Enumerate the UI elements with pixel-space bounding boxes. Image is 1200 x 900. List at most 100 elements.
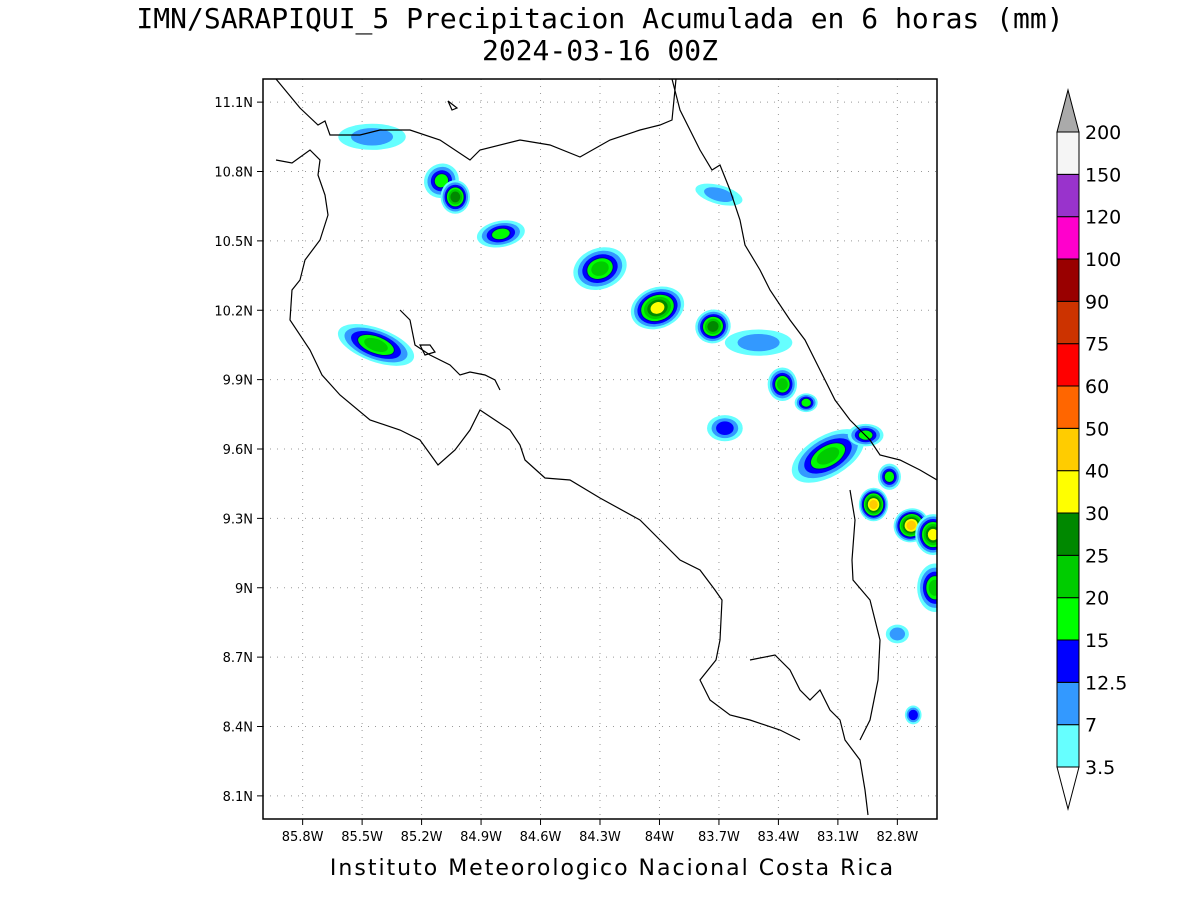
precip-cell — [858, 487, 889, 522]
precip-contour-25 — [707, 320, 719, 332]
precip-contour-25 — [450, 191, 461, 203]
precip-cell — [724, 329, 793, 356]
lon-tick-label: 85.2W — [401, 830, 443, 845]
lat-tick-label: 8.1N — [223, 790, 253, 805]
precip-contour-20 — [364, 337, 388, 353]
colorbar-swatch — [1056, 724, 1080, 768]
osa-peninsula — [749, 654, 869, 816]
precip-cell — [337, 324, 415, 366]
lon-tick-label: 82.8W — [876, 830, 918, 845]
colorbar-label: 12.5 — [1085, 672, 1127, 694]
precip-contour-30 — [927, 528, 937, 541]
colorbar-swatch — [1056, 258, 1080, 302]
precip-cell — [877, 463, 901, 490]
precip-contour-20 — [816, 447, 840, 465]
lon-tick-label: 85.5W — [341, 830, 383, 845]
colorbar-swatch — [1056, 131, 1080, 175]
precip-cell — [476, 220, 525, 248]
lat-tick-label: 10.8N — [214, 166, 253, 181]
precip-cell — [695, 183, 743, 206]
precip-cell — [915, 514, 937, 556]
colorbar-swatch — [1056, 343, 1080, 387]
lon-tick-label: 84W — [645, 830, 675, 845]
precip-cell — [791, 429, 865, 483]
precip-contour-12.5 — [908, 709, 918, 721]
precip-cell — [707, 415, 743, 442]
colorbar-legend: 3.5 7 12.5 15 20 25 30 40 50 60 75 90 100 120 150 200 — [1056, 88, 1127, 811]
colorbar-label: 40 — [1085, 461, 1109, 483]
pacific-coast-north — [275, 149, 801, 741]
precip-contour-7 — [889, 627, 906, 641]
lat-tick-label: 9.3N — [223, 512, 253, 527]
colorbar-label: 50 — [1085, 418, 1109, 440]
lat-tick-label: 11.1N — [214, 96, 253, 111]
colorbar-swatch — [1056, 216, 1080, 260]
colorbar-swatch — [1056, 512, 1080, 556]
precip-contour-15 — [491, 227, 511, 241]
colorbar-swatch — [1056, 470, 1080, 514]
colorbar-swatch — [1056, 300, 1080, 345]
precip-cell — [338, 123, 406, 150]
precip-cell — [904, 705, 922, 725]
colorbar-lower-arrow — [1056, 766, 1080, 811]
colorbar-label: 60 — [1085, 376, 1109, 398]
precip-contour-30 — [650, 302, 665, 314]
precip-cell — [695, 309, 731, 344]
colorbar-label: 3.5 — [1085, 757, 1115, 779]
precip-contour-7 — [350, 128, 394, 146]
precip-contour-12.5 — [716, 421, 734, 435]
lat-tick-label: 9N — [235, 582, 253, 597]
precip-cell — [630, 286, 685, 330]
latitude-axis: 11.1N 10.8N 10.5N 10.2N 9.9N 9.6N 9.3N 9N 8.7N 8.… — [214, 96, 263, 805]
colorbar-label: 200 — [1085, 122, 1121, 144]
colorbar-swatch — [1056, 173, 1080, 218]
caribbean-coast — [671, 79, 937, 481]
lat-tick-label: 8.4N — [223, 721, 253, 736]
precip-contour-20 — [776, 378, 788, 391]
lake-island — [447, 100, 459, 111]
precip-cell — [885, 624, 909, 644]
colorbar-upper-arrow — [1056, 88, 1080, 133]
colorbar-label: 150 — [1085, 164, 1121, 186]
precipitation-field — [337, 123, 937, 725]
precip-cell — [573, 247, 627, 291]
precip-contour-40 — [906, 520, 916, 530]
precip-contour-20 — [591, 261, 609, 276]
precip-contour-7 — [737, 333, 780, 352]
lon-tick-label: 83.7W — [698, 830, 740, 845]
colorbar-label: 120 — [1085, 207, 1121, 229]
colorbar-label: 100 — [1085, 249, 1121, 271]
lon-tick-label: 84.9W — [460, 830, 502, 845]
lat-tick-label: 10.5N — [214, 235, 253, 250]
chart-subtitle-datetime: 2024-03-16 00Z — [481, 34, 718, 67]
lon-tick-label: 84.3W — [579, 830, 621, 845]
lat-tick-label: 8.7N — [223, 651, 253, 666]
longitude-axis: 85.8W 85.5W 85.2W 84.9W 84.6W 84.3W 84W 83.7W 83… — [282, 819, 918, 845]
colorbar-swatch — [1056, 385, 1080, 429]
lon-tick-label: 83.4W — [758, 830, 800, 845]
precip-contour-40 — [869, 499, 878, 510]
precip-cell — [767, 367, 798, 402]
map-grid — [263, 79, 937, 819]
chart-title: IMN/SARAPIQUI_5 Precipitacion Acumulada … — [136, 2, 1064, 35]
lat-tick-label: 9.6N — [223, 443, 253, 458]
colorbar-swatch — [1056, 639, 1080, 683]
nicoya-gulf — [399, 309, 501, 391]
precip-cell — [917, 563, 937, 612]
colorbar-label: 75 — [1085, 334, 1109, 356]
colorbar-swatch — [1056, 597, 1080, 641]
colorbar-swatch — [1056, 554, 1080, 599]
lake-nicaragua-fragment — [419, 344, 436, 356]
colorbar-label: 25 — [1085, 545, 1109, 567]
precip-contour-20 — [928, 579, 937, 596]
lon-tick-label: 83.1W — [817, 830, 859, 845]
colorbar-label: 7 — [1085, 715, 1097, 737]
precip-cell — [440, 180, 470, 214]
precip-contour-15 — [800, 397, 812, 408]
lon-tick-label: 85.8W — [282, 830, 324, 845]
nicaragua-coast-north — [275, 79, 677, 161]
colorbar-swatch — [1056, 681, 1080, 726]
lat-tick-label: 9.9N — [223, 374, 253, 389]
precip-contour-7 — [704, 187, 734, 203]
